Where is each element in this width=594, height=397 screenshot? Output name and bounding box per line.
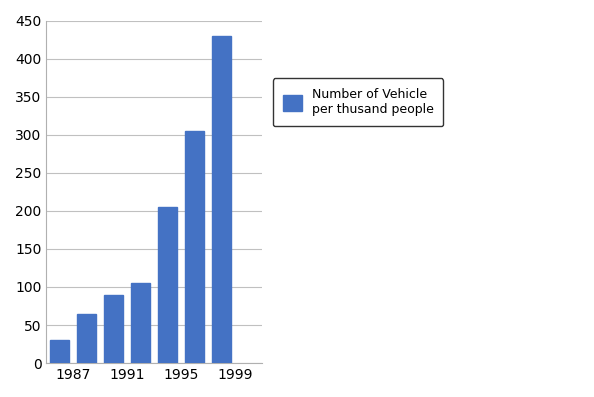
Bar — [185, 131, 204, 363]
Bar — [131, 283, 150, 363]
Bar — [105, 295, 123, 363]
Legend: Number of Vehicle
per thusand people: Number of Vehicle per thusand people — [273, 78, 444, 126]
Bar — [212, 36, 231, 363]
Bar — [158, 207, 177, 363]
Bar — [50, 340, 69, 363]
Bar — [77, 314, 96, 363]
